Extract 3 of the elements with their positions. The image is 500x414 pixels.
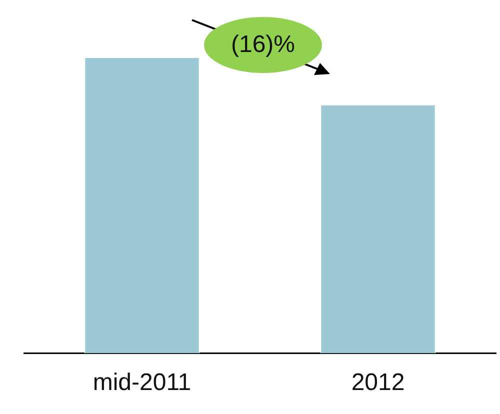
annotation: (16)% — [204, 17, 322, 73]
x-tick-label: mid-2011 — [92, 369, 192, 396]
x-tick-label: 2012 — [351, 369, 405, 396]
